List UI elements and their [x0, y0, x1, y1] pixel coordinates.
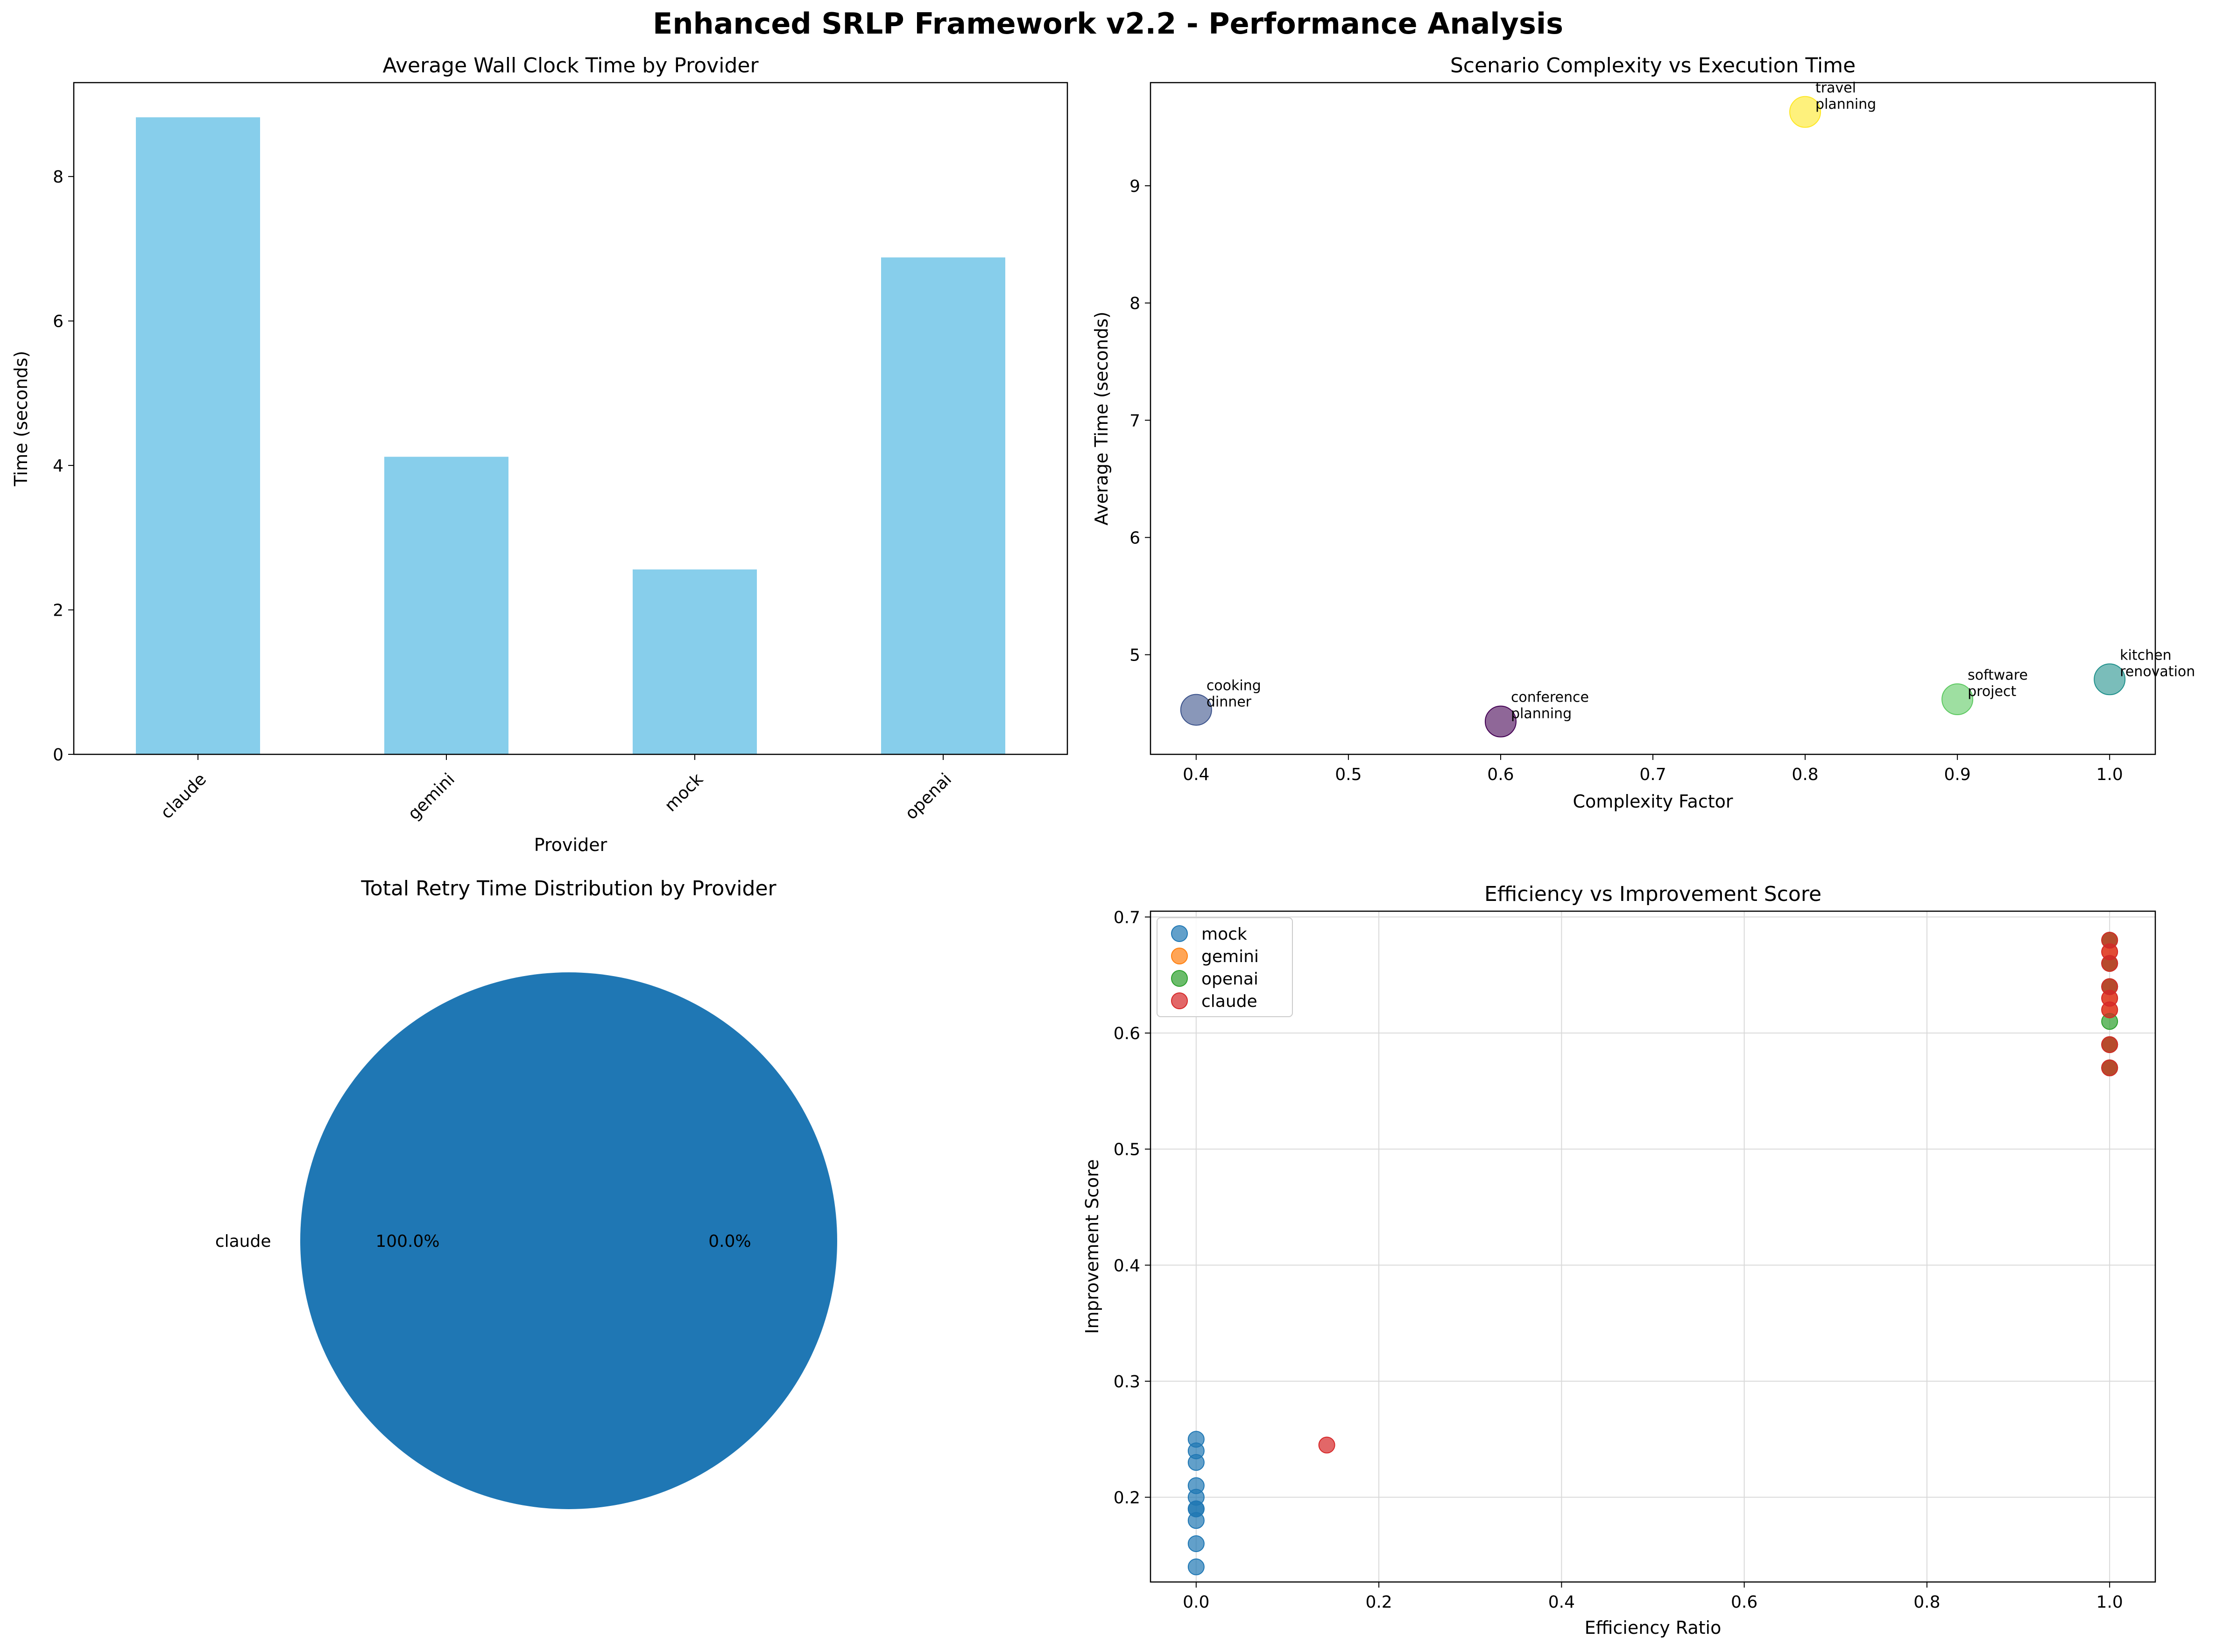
- y-tick-label: 0.6: [1114, 1024, 1140, 1043]
- point-claude: [1318, 1436, 1335, 1454]
- point-claude: [2101, 1001, 2118, 1019]
- y-tick-label: 5: [1129, 646, 1140, 665]
- point-label: kitchen: [2120, 647, 2171, 663]
- y-tick-label: 2: [53, 601, 64, 620]
- point-claude: [2101, 955, 2118, 972]
- y-axis-label: Improvement Score: [1082, 1159, 1102, 1334]
- x-tick-label: 0.6: [1487, 765, 1514, 784]
- point-mock: [1187, 1535, 1205, 1552]
- point-label: planning: [1511, 706, 1572, 722]
- scenario-point: [1180, 694, 1212, 726]
- x-tick-label: 0.6: [1731, 1593, 1757, 1612]
- point-mock: [1187, 1454, 1205, 1471]
- y-tick-label: 8: [53, 168, 64, 187]
- x-tick-label: 1.0: [2096, 1593, 2123, 1612]
- bar-mock: [633, 569, 757, 754]
- bar-chart-avg-wall-clock: claude gemini mock openai 0 2 4 6 8 Average Wall …: [11, 54, 1068, 855]
- point-label: dinner: [1207, 694, 1252, 710]
- bar-gemini: [384, 457, 508, 754]
- y-tick-label: 0.7: [1114, 908, 1140, 927]
- x-tick-label: openai: [902, 770, 955, 823]
- y-tick-label: 9: [1129, 177, 1140, 196]
- point-label: software: [1968, 667, 2028, 683]
- y-tick-label: 0: [53, 745, 64, 765]
- point-claude: [2101, 1059, 2118, 1076]
- point-label: cooking: [1207, 678, 1261, 694]
- point-claude: [2101, 1036, 2118, 1053]
- pie-chart-retry-time: Total Retry Time Distribution by Provide…: [215, 877, 837, 1509]
- plot-frame: [1150, 910, 2156, 1583]
- chart-title: Total Retry Time Distribution by Provide…: [360, 877, 776, 900]
- x-tick-label: 0.5: [1335, 765, 1362, 784]
- scenario-point: [1484, 705, 1517, 738]
- legend-marker: [1171, 925, 1188, 942]
- point-mock: [1187, 1512, 1205, 1529]
- bar-claude: [136, 117, 260, 754]
- y-tick-label: 6: [53, 312, 64, 331]
- legend-label: openai: [1201, 970, 1258, 989]
- y-tick-label: 0.5: [1114, 1140, 1140, 1160]
- x-tick-label: 0.7: [1639, 765, 1666, 784]
- x-axis-label: Complexity Factor: [1573, 791, 1733, 812]
- legend-box: [1157, 917, 1293, 1017]
- point-label: planning: [1815, 96, 1876, 112]
- pie-slice: [300, 972, 837, 1509]
- pie-slice-label: claude: [215, 1232, 271, 1251]
- y-axis-label: Average Time (seconds): [1091, 311, 1112, 525]
- legend-marker: [1171, 948, 1188, 964]
- scenario-point: [1789, 96, 1821, 128]
- point-mock: [1187, 1558, 1205, 1575]
- y-axis-label: Time (seconds): [11, 351, 31, 486]
- y-tick-label: 7: [1129, 411, 1140, 430]
- y-tick-label: 4: [53, 457, 64, 476]
- scatter-chart-efficiency: 0.0 0.2 0.4 0.6 0.8 1.0 0.2 0.3 0.4 0.5 0.6 0.7 mock…: [1082, 882, 2156, 1638]
- chart-title: Average Wall Clock Time by Provider: [382, 54, 759, 77]
- legend-label: gemini: [1201, 947, 1259, 966]
- x-tick-label: gemini: [404, 770, 459, 824]
- legend-label: claude: [1201, 992, 1257, 1011]
- x-tick-label: 0.9: [1944, 765, 1970, 784]
- point-label: renovation: [2120, 663, 2195, 680]
- x-tick-label: 0.8: [1792, 765, 1818, 784]
- y-tick-label: 6: [1129, 528, 1140, 548]
- x-tick-label: 0.4: [1183, 765, 1209, 784]
- y-tick-label: 0.3: [1114, 1372, 1140, 1392]
- point-label: project: [1968, 683, 2016, 700]
- legend-marker: [1171, 992, 1188, 1009]
- pie-pct-label: 0.0%: [708, 1232, 751, 1251]
- y-tick-label: 0.4: [1114, 1256, 1140, 1275]
- x-tick-label: 0.8: [1913, 1593, 1940, 1612]
- x-tick-label: 0.0: [1183, 1593, 1209, 1612]
- legend-label: mock: [1201, 925, 1247, 944]
- pie-pct-label: 100.0%: [375, 1232, 439, 1251]
- bar-openai: [881, 257, 1005, 754]
- y-tick-label: 8: [1129, 294, 1140, 313]
- x-axis-label: Provider: [534, 835, 607, 855]
- x-tick-label: 0.2: [1365, 1593, 1392, 1612]
- figure-suptitle: Enhanced SRLP Framework v2.2 - Performan…: [653, 7, 1563, 41]
- x-tick-label: claude: [157, 770, 210, 823]
- legend-marker: [1171, 970, 1188, 987]
- x-tick-label: 1.0: [2096, 765, 2123, 784]
- chart-title: Efficiency vs Improvement Score: [1484, 882, 1821, 906]
- x-tick-label: 0.4: [1548, 1593, 1575, 1612]
- plot-frame: [73, 82, 1068, 755]
- x-axis-label: Efficiency Ratio: [1585, 1617, 1722, 1638]
- plot-frame: [1150, 82, 2156, 755]
- scenario-point: [2094, 663, 2126, 696]
- chart-title: Scenario Complexity vs Execution Time: [1450, 54, 1856, 77]
- x-tick-label: mock: [661, 770, 707, 815]
- y-tick-label: 0.2: [1114, 1489, 1140, 1508]
- point-label: conference: [1511, 689, 1589, 706]
- scenario-point: [1941, 683, 1974, 715]
